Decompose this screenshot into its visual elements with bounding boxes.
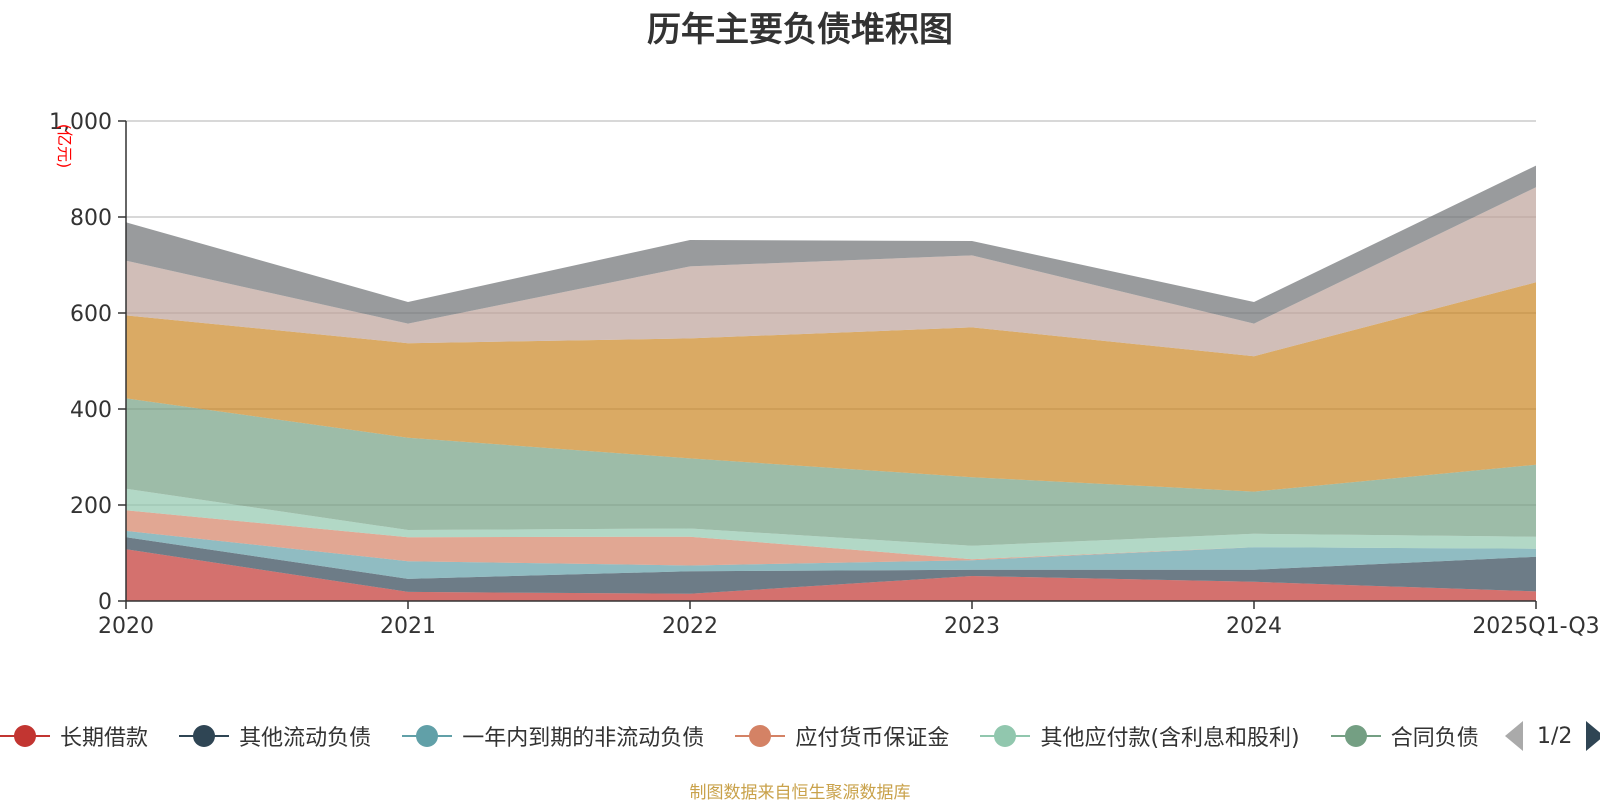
pager-next-icon[interactable] xyxy=(1586,721,1600,751)
legend-marker-icon xyxy=(402,724,453,748)
legend-marker-icon xyxy=(179,724,230,748)
area-series xyxy=(126,282,1536,492)
x-tick-label: 2020 xyxy=(98,614,154,639)
legend-dot xyxy=(14,725,36,747)
legend-dot xyxy=(749,725,772,747)
legend: 长期借款 其他流动负债 一年内到期的非流动负债 应付货币保证金 其他应付款(含利… xyxy=(0,716,1490,756)
y-axis-unit-label: (亿元) xyxy=(55,124,74,169)
area-layer xyxy=(126,165,1536,601)
legend-label: 长期借款 xyxy=(60,726,149,751)
legend-label: 一年内到期的非流动负债 xyxy=(462,726,705,751)
x-tick-label: 2023 xyxy=(944,614,1000,639)
area-series xyxy=(126,549,1536,601)
legend-item[interactable]: 长期借款 xyxy=(0,716,148,756)
legend-pager: 1/2 xyxy=(1505,716,1600,756)
y-tick-label: 0 xyxy=(98,590,112,615)
legend-label: 合同负债 xyxy=(1390,726,1479,751)
pager-prev-icon[interactable] xyxy=(1505,721,1523,751)
y-tick-label: 1,000 xyxy=(49,110,112,135)
x-tick-label: 2021 xyxy=(380,614,436,639)
area-series xyxy=(126,510,1536,566)
legend-label: 其他应付款(含利息和股利) xyxy=(1040,726,1300,751)
legend-marker-icon xyxy=(1330,724,1381,748)
legend-label: 应付货币保证金 xyxy=(795,726,950,751)
legend-label: 其他流动负债 xyxy=(239,726,372,751)
area-series xyxy=(126,398,1536,546)
legend-dot xyxy=(193,725,216,747)
legend-marker-icon xyxy=(735,724,786,748)
y-tick-label: 800 xyxy=(70,206,112,231)
legend-item[interactable]: 合同负债 xyxy=(1330,716,1479,756)
area-series xyxy=(126,537,1536,594)
stacked-area-chart: 0 200 400 600 800 1,000 2020 2021 2022 2023 2024 20… xyxy=(49,110,1600,639)
y-tick-label: 400 xyxy=(70,398,112,423)
legend-item[interactable]: 其他应付款(含利息和股利) xyxy=(980,716,1300,756)
x-tick-label: 2025Q1-Q3 xyxy=(1472,614,1599,639)
y-tick-label: 200 xyxy=(70,494,112,519)
legend-marker-icon xyxy=(980,724,1031,748)
area-series xyxy=(126,530,1536,579)
chart-title: 历年主要负债堆积图 xyxy=(647,10,953,50)
area-series xyxy=(126,488,1536,560)
legend-dot xyxy=(1344,725,1367,747)
y-tick-label: 600 xyxy=(70,302,112,327)
x-tick-label: 2024 xyxy=(1226,614,1282,639)
x-tick-label: 2022 xyxy=(662,614,718,639)
legend-item[interactable]: 一年内到期的非流动负债 xyxy=(402,716,704,756)
legend-item[interactable]: 应付货币保证金 xyxy=(735,716,949,756)
data-source-note: 制图数据来自恒生聚源数据库 xyxy=(689,783,911,803)
axis-layer: 0 200 400 600 800 1,000 2020 2021 2022 2023 2024 20… xyxy=(49,110,1600,639)
legend-dot xyxy=(416,725,439,747)
legend-item[interactable]: 其他流动负债 xyxy=(179,716,371,756)
legend-dot xyxy=(994,725,1017,747)
area-series xyxy=(126,187,1536,357)
area-series xyxy=(126,165,1536,324)
legend-marker-icon xyxy=(0,724,50,748)
pager-page-indicator: 1/2 xyxy=(1537,723,1573,749)
